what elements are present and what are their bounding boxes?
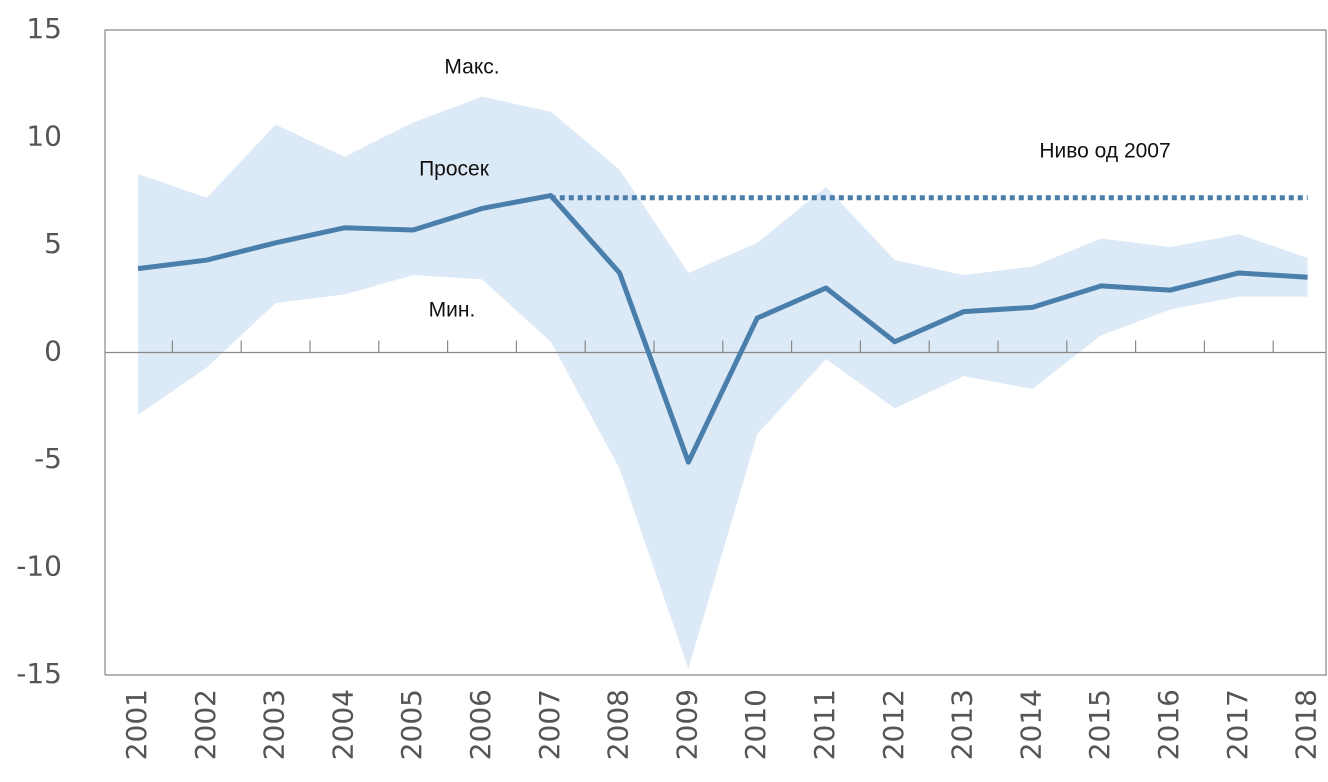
x-tick-label: 2014 — [1014, 689, 1047, 760]
x-tick-label: 2008 — [602, 689, 635, 760]
x-tick-label: 2018 — [1290, 689, 1323, 760]
series-label: Мин. — [429, 299, 476, 322]
x-tick-label: 2007 — [533, 689, 566, 760]
x-tick-label: 2002 — [189, 689, 222, 760]
series-label: Ниво од 2007 — [1039, 140, 1170, 163]
x-tick-label: 2004 — [326, 689, 359, 760]
series-label: Просек — [419, 158, 490, 181]
x-tick-label: 2006 — [464, 689, 497, 760]
x-tick-label: 2017 — [1221, 689, 1254, 760]
x-tick-label: 2001 — [120, 689, 153, 760]
y-tick-label: 10 — [26, 120, 62, 153]
y-tick-label: -15 — [16, 657, 62, 690]
y-tick-label: 0 — [44, 335, 62, 368]
x-tick-label: 2015 — [1083, 689, 1116, 760]
x-tick-label: 2003 — [258, 689, 291, 760]
x-tick-label: 2016 — [1152, 689, 1185, 760]
x-tick-label: 2013 — [946, 689, 979, 760]
x-tick-label: 2011 — [808, 689, 841, 760]
x-tick-label: 2009 — [670, 689, 703, 760]
y-tick-label: 5 — [44, 227, 62, 260]
y-tick-label: -5 — [34, 442, 62, 475]
range-area — [138, 96, 1308, 669]
x-tick-label: 2005 — [395, 689, 428, 760]
x-tick-label: 2012 — [877, 689, 910, 760]
average-line — [137, 193, 1308, 465]
series-label: Макс. — [444, 56, 499, 79]
x-tick-label: 2010 — [739, 689, 772, 760]
frame — [104, 29, 1327, 676]
y-tick-label: -10 — [16, 550, 62, 583]
y-tick-label: 15 — [26, 12, 62, 45]
